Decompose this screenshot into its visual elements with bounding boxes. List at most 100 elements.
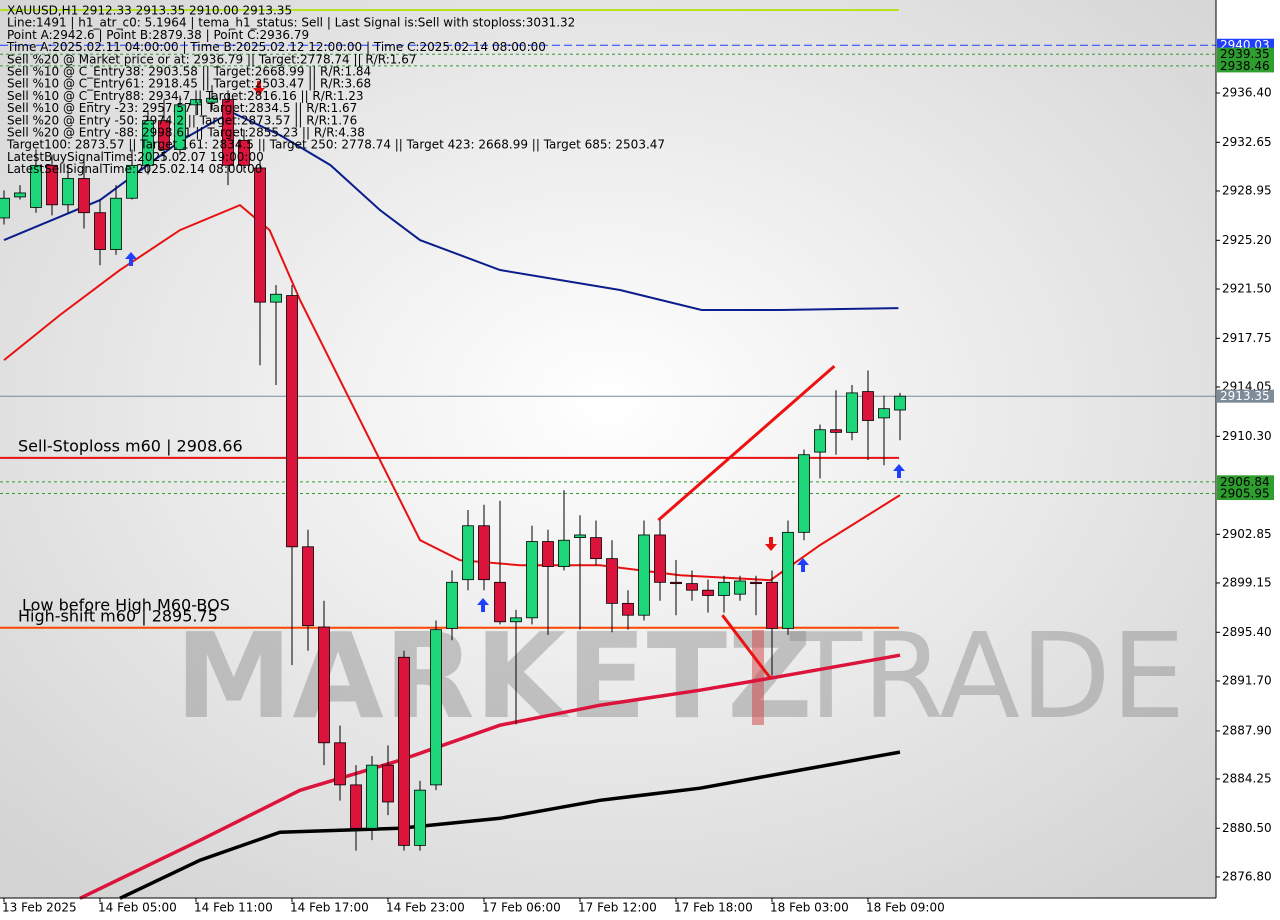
candle-body [702, 589, 714, 596]
candle-body [318, 626, 330, 744]
candle-body [574, 534, 586, 538]
buy-arrow [125, 252, 137, 266]
candle-body [46, 164, 58, 206]
x-tick-label: 18 Feb 03:00 [770, 901, 849, 915]
candle-body [798, 454, 810, 533]
candle-body [142, 120, 154, 166]
candle-body [734, 580, 746, 595]
x-tick-label: 14 Feb 23:00 [386, 901, 465, 915]
price-tag [1217, 487, 1274, 501]
info-line: LatestSellSignalTime:2025.02.14 08:00:00 [7, 162, 262, 176]
y-tick-label: 2899.15 [1222, 575, 1272, 589]
buy-arrow [477, 598, 489, 612]
candle-body [62, 178, 74, 206]
price-tag [1217, 47, 1274, 61]
x-tick-label: 14 Feb 17:00 [290, 901, 369, 915]
info-line: LatestBuySignalTime:2025.02.07 19:00:00 [7, 150, 264, 164]
x-tick-label: 18 Feb 09:00 [866, 901, 945, 915]
watermark-bar [752, 630, 764, 725]
candle-body [254, 167, 266, 303]
candle-body [782, 531, 794, 629]
y-tick-label: 2884.25 [1222, 771, 1272, 785]
candle-body [238, 139, 250, 166]
y-tick-label: 2876.80 [1222, 869, 1272, 883]
candle-body [430, 629, 442, 786]
y-tick-label: 2887.90 [1222, 723, 1272, 737]
candle-body [366, 764, 378, 829]
candle-body [526, 541, 538, 619]
candle-body [750, 581, 762, 585]
candle-body [606, 558, 618, 604]
candle-body [766, 581, 778, 629]
candle-body [286, 295, 298, 548]
y-tick-label: 2921.50 [1222, 281, 1272, 295]
annotation: High-shift m60 | 2895.75 [18, 607, 218, 626]
sell-arrow [253, 81, 265, 95]
y-tick-label: 2891.70 [1222, 673, 1272, 687]
info-line: Point A:2942.6 | Point B:2879.38 | Point… [7, 28, 309, 42]
candle-body [718, 581, 730, 596]
watermark-light: TRADE [789, 607, 1185, 745]
x-tick-label: 14 Feb 05:00 [98, 901, 177, 915]
candle-body [222, 99, 234, 166]
candle-body [878, 408, 890, 419]
candle-body [110, 197, 122, 250]
y-tick-label: 2880.50 [1222, 821, 1272, 835]
candle-body [190, 99, 202, 106]
candle-body [830, 429, 842, 433]
y-tick-label: 2902.85 [1222, 527, 1272, 541]
candle-body [206, 97, 218, 103]
watermark: MARKETZ TRADE [175, 607, 1185, 745]
candle-body [462, 525, 474, 581]
sell-arrow [765, 537, 777, 551]
indicator-line [79, 653, 901, 900]
indicator-line [119, 750, 901, 900]
x-tick-label: 14 Feb 11:00 [194, 901, 273, 915]
x-tick-label: 17 Feb 06:00 [482, 901, 561, 915]
info-line: Sell %20 @ Market price or at: 2936.79 |… [7, 52, 417, 66]
axes: 2876.80 2880.50 2884.25 2887.90 2891.70 2895.… [2, 38, 1274, 915]
candle-body [510, 617, 522, 623]
candle-body [414, 789, 426, 846]
candle-body [558, 539, 570, 567]
candle-body [862, 391, 874, 421]
indicator-line [721, 614, 772, 680]
watermark-bold: MARKETZ [175, 607, 813, 745]
candle-body [302, 546, 314, 627]
candle-body [158, 120, 170, 150]
indicator-line [657, 364, 836, 522]
plot-background [0, 0, 1216, 898]
x-tick-label: 13 Feb 2025 [2, 901, 77, 915]
buy-arrow [893, 464, 905, 478]
candle-body [350, 784, 362, 829]
candle-body [494, 581, 506, 623]
indicator-lines [3, 110, 901, 900]
price-tag-label: 2906.84 [1220, 475, 1270, 489]
candle-body [638, 534, 650, 616]
x-tick-label: 17 Feb 18:00 [674, 901, 753, 915]
price-tag-label: 2905.95 [1220, 487, 1270, 501]
candle-body [78, 178, 90, 214]
buy-arrow [797, 558, 809, 572]
info-line: Target100: 2873.57 || Target 161: 2834.5… [6, 138, 665, 152]
y-tick-label: 2910.30 [1222, 429, 1272, 443]
y-tick-label: 2917.75 [1222, 331, 1272, 345]
info-line: Sell %10 @ Entry -23: 2957.57 || Target:… [7, 101, 357, 115]
y-tick-label: 2932.65 [1222, 135, 1272, 149]
candle-body [334, 742, 346, 786]
candle-body [14, 192, 26, 198]
info-line: Sell %10 @ C_Entry88: 2934.7 || Target:2… [7, 89, 364, 103]
x-tick-label: 17 Feb 12:00 [578, 901, 657, 915]
y-tick-label: 2925.20 [1222, 233, 1272, 247]
y-tick-label: 2936.40 [1222, 85, 1272, 99]
candle-body [446, 581, 458, 629]
candle-body [126, 164, 138, 199]
candle-body [894, 395, 906, 411]
info-line: Sell %10 @ C_Entry38: 2903.58 || Target:… [7, 65, 371, 79]
candle-body [94, 212, 106, 250]
price-tag-label: 2938.46 [1220, 59, 1270, 73]
price-tag [1217, 59, 1274, 73]
candle-body [0, 197, 10, 219]
candle-body [590, 537, 602, 560]
